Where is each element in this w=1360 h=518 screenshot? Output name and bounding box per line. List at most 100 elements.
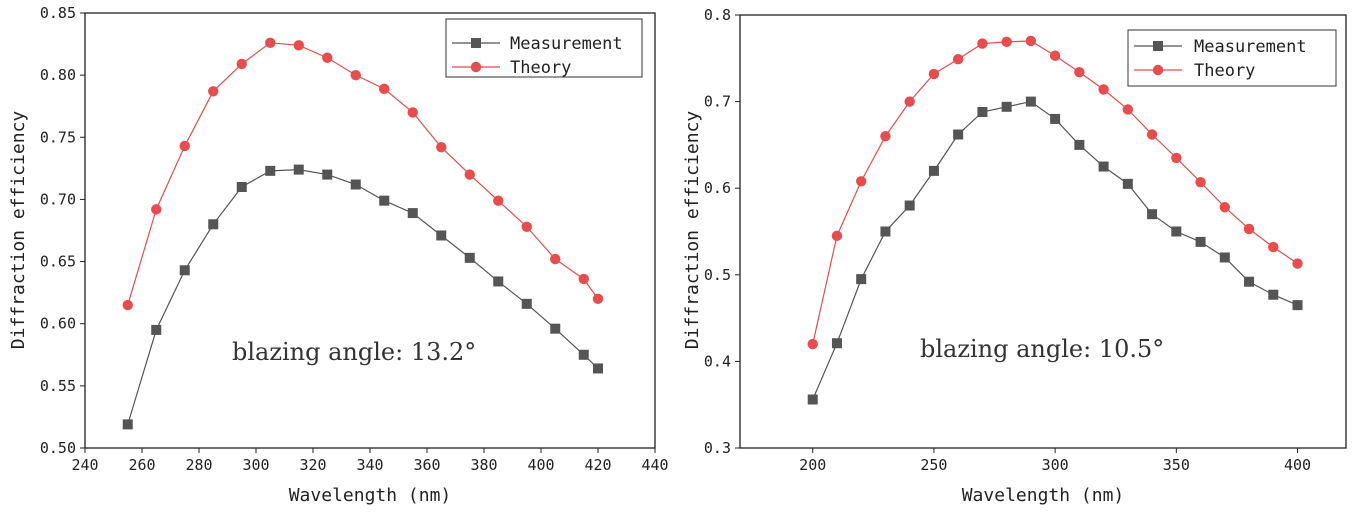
- measurement-point: [1001, 101, 1012, 112]
- theory-point: [521, 221, 532, 232]
- theory-point: [1243, 223, 1255, 235]
- x-tick-label: 240: [71, 456, 98, 474]
- plot-frame: [84, 12, 656, 449]
- theory-point: [952, 53, 964, 65]
- theory-point: [122, 299, 133, 311]
- theory-point: [928, 68, 940, 80]
- theory-point: [464, 169, 475, 180]
- theory-point: [1122, 104, 1134, 115]
- x-tick-label: 200: [799, 456, 826, 474]
- theory-point: [880, 131, 891, 142]
- legend-theory-label: Theory: [510, 58, 571, 78]
- measurement-point: [436, 230, 447, 241]
- theory-point: [592, 293, 604, 305]
- theory-line: [127, 42, 599, 306]
- legend-measurement-label: Measurement: [1194, 37, 1307, 57]
- measurement-point: [593, 363, 603, 374]
- x-tick-label: 260: [128, 456, 155, 474]
- measurement-point: [1050, 113, 1061, 124]
- measurement-point: [856, 274, 867, 285]
- theory-point: [322, 52, 333, 63]
- measurement-point: [236, 182, 247, 192]
- measurement-point: [831, 338, 842, 349]
- legend-theory-marker: [470, 61, 482, 73]
- x-tick-label: 400: [527, 456, 554, 474]
- measurement-point: [293, 164, 304, 175]
- measurement-point: [1098, 161, 1109, 172]
- legend-theory-marker: [1152, 64, 1164, 76]
- theory-point: [807, 338, 818, 350]
- theory-point: [550, 253, 561, 265]
- x-tick-label: 250: [920, 456, 947, 474]
- chart-right: 200 250 300 350 400 0.3 0.4 0.5 0.6 0.7 0.8 Wavelen…: [682, 6, 1347, 506]
- theory-point: [1292, 258, 1303, 269]
- theory-point: [265, 37, 276, 49]
- y-tick-label: 0.85: [40, 4, 76, 22]
- measurement-point: [578, 349, 589, 360]
- measurement-point: [521, 298, 532, 309]
- x-tick-label: 360: [413, 456, 440, 474]
- measurement-point: [322, 169, 333, 180]
- measurement-point: [407, 208, 418, 219]
- theory-point: [977, 38, 988, 49]
- measurement-point: [1122, 178, 1133, 189]
- y-tick-label: 0.70: [40, 190, 76, 208]
- theory-point: [1001, 36, 1012, 48]
- measurement-point: [1219, 252, 1230, 263]
- theory-point: [1049, 50, 1061, 61]
- measurement-point: [928, 165, 939, 176]
- theory-point: [493, 195, 504, 206]
- measurement-line: [127, 168, 599, 425]
- x-axis-label: Wavelength (nm): [962, 485, 1125, 506]
- measurement-point: [122, 419, 133, 430]
- y-tick-label: 0.6: [704, 179, 731, 197]
- measurement-point: [953, 129, 964, 140]
- plot-frame: [739, 14, 1347, 449]
- theory-point: [1098, 84, 1109, 95]
- measurement-point: [1147, 209, 1158, 220]
- measurement-point: [1244, 276, 1255, 287]
- y-tick-label: 0.50: [40, 439, 76, 457]
- y-tick-label: 0.80: [40, 66, 76, 84]
- legend-theory-label: Theory: [1194, 61, 1255, 81]
- y-tick-label: 0.5: [704, 266, 731, 284]
- measurement-point: [807, 394, 818, 405]
- theory-point: [1171, 152, 1182, 164]
- measurement-point: [977, 106, 988, 117]
- theory-point: [407, 107, 418, 118]
- theory-point: [1268, 241, 1279, 253]
- measurement-point: [1268, 289, 1279, 300]
- measurement-point: [904, 200, 915, 211]
- theory-point: [379, 83, 390, 95]
- y-tick-label: 0.8: [704, 6, 731, 24]
- measurement-point: [350, 179, 361, 190]
- y-axis-label: Diffraction efficiency: [8, 111, 29, 350]
- theory-point: [1074, 66, 1085, 78]
- theory-point: [293, 40, 304, 51]
- y-tick-label: 0.7: [704, 93, 731, 111]
- theory-point: [1146, 129, 1158, 140]
- measurement-point: [1171, 226, 1182, 237]
- theory-point: [1025, 35, 1037, 47]
- legend-measurement-label: Measurement: [510, 34, 623, 54]
- measurement-point: [1195, 236, 1206, 247]
- legend-box: [1127, 29, 1337, 87]
- measurement-point: [1025, 96, 1036, 107]
- measurement-point: [179, 265, 190, 276]
- y-tick-label: 0.75: [40, 128, 76, 146]
- theory-point: [856, 176, 867, 187]
- y-tick-label: 0.60: [40, 315, 76, 333]
- x-tick-label: 440: [641, 456, 668, 474]
- x-axis-label: Wavelength (nm): [289, 485, 452, 506]
- measurement-point: [265, 165, 276, 176]
- x-tick-label: 420: [584, 456, 611, 474]
- x-tick-label: 300: [1042, 456, 1069, 474]
- theory-point: [208, 86, 219, 97]
- theory-point: [236, 58, 247, 70]
- legend-measurement-marker: [471, 38, 481, 48]
- x-tick-label: 400: [1284, 456, 1311, 474]
- theory-point: [904, 96, 915, 107]
- y-tick-label: 0.55: [40, 377, 76, 395]
- chart-left: 240 260 280 300 320 340 360 380 400 420 440 0.50 0.5…: [8, 4, 669, 506]
